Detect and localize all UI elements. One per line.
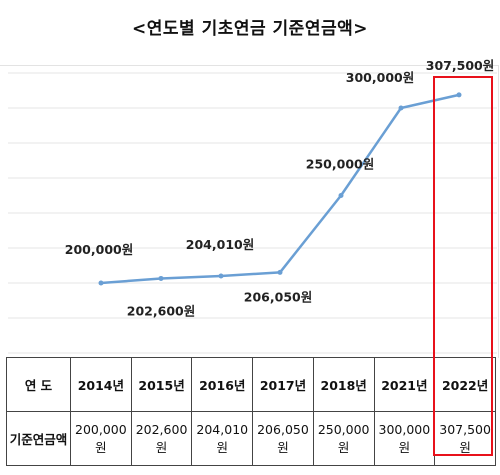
amount-cell: 300,000원	[373, 411, 436, 466]
year-cell: 2022년	[434, 357, 496, 412]
line-chart: 200,000원 202,600원 204,010원 206,050원 250,000원…	[8, 58, 497, 354]
data-label: 202,600원	[127, 303, 195, 318]
year-cell: 2018년	[312, 357, 375, 412]
amount-cell: 250,000원	[312, 411, 375, 466]
data-label: 200,000원	[65, 242, 133, 257]
data-point	[338, 193, 344, 198]
series-line	[100, 93, 460, 285]
year-cell: 2017년	[252, 357, 314, 412]
row-header-year: 연 도	[6, 357, 71, 412]
chart-title: <연도별 기초연금 기준연금액>	[131, 19, 368, 39]
data-label: 250,000원	[306, 157, 374, 172]
chart-area	[0, 65, 499, 358]
amount-cell: 206,050원	[252, 411, 314, 466]
year-cell: 2021년	[373, 357, 436, 412]
data-label: 300,000원	[346, 70, 414, 85]
table-row-amount: 기준연금액 200,000원 202,600원 204,010원 206,050…	[6, 411, 496, 466]
data-point	[277, 269, 283, 275]
data-point	[456, 92, 462, 98]
data-point	[98, 280, 104, 286]
year-cell: 2014년	[70, 357, 132, 412]
year-cell: 2015년	[130, 357, 193, 412]
data-label: 307,500원	[426, 58, 494, 73]
amount-cell: 202,600원	[130, 411, 193, 466]
data-table: 연 도 2014년 2015년 2016년 2017년 2018년 2021년 …	[6, 357, 496, 466]
table-row-year: 연 도 2014년 2015년 2016년 2017년 2018년 2021년 …	[6, 357, 496, 412]
year-cell: 2016년	[191, 357, 254, 412]
data-point	[398, 105, 404, 111]
data-label: 204,010원	[186, 237, 254, 252]
data-label: 206,050원	[244, 289, 312, 304]
data-point	[218, 273, 224, 279]
amount-cell: 200,000원	[70, 411, 132, 466]
data-point	[158, 275, 164, 281]
amount-cell: 307,500원	[434, 411, 496, 466]
amount-cell: 204,010원	[191, 411, 254, 466]
row-header-amount: 기준연금액	[6, 411, 71, 466]
